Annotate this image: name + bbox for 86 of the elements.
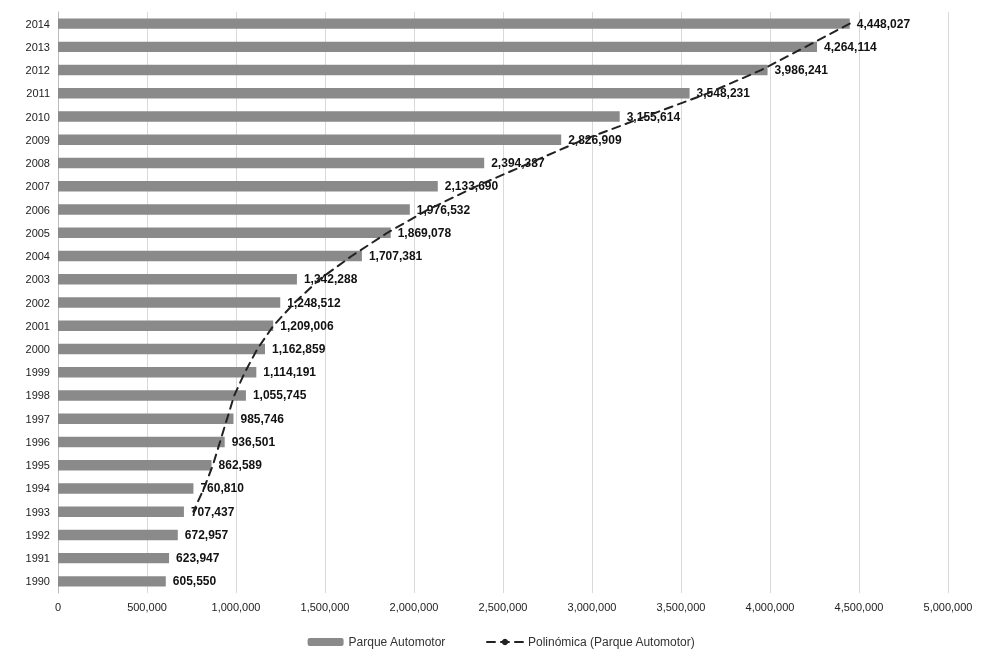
- bar: [58, 506, 184, 517]
- bar: [58, 64, 768, 76]
- y-tick-label: 2001: [25, 319, 50, 332]
- y-tick-label: 1992: [25, 528, 50, 541]
- y-tick-label: 2010: [25, 110, 50, 123]
- y-tick-label: 2005: [25, 226, 50, 239]
- bar: [58, 204, 410, 215]
- data-label: 4,448,027: [856, 16, 911, 31]
- bar: [58, 250, 362, 262]
- data-label: 2,133,690: [444, 179, 499, 194]
- bar: [58, 436, 225, 448]
- data-label: 985,746: [240, 411, 285, 426]
- y-tick-label: 2008: [25, 157, 50, 170]
- data-label: 1,055,745: [252, 388, 307, 403]
- data-label: 1,976,532: [416, 202, 471, 217]
- bar: [58, 459, 212, 471]
- data-label: 1,707,381: [368, 249, 423, 264]
- data-label: 1,342,288: [303, 272, 358, 287]
- y-tick-label: 1993: [25, 505, 50, 518]
- bar: [58, 181, 438, 192]
- y-tick-label: 1998: [25, 389, 50, 402]
- bar: [58, 134, 562, 146]
- bar: [58, 297, 281, 308]
- y-tick-label: 2004: [25, 250, 50, 263]
- data-label: 672,957: [184, 527, 229, 542]
- bar: [58, 529, 178, 541]
- bar: [58, 483, 194, 494]
- data-label: 1,869,078: [397, 225, 452, 240]
- bar: [58, 343, 265, 355]
- bar: [58, 552, 170, 564]
- x-tick-label: 2,000,000: [389, 600, 439, 613]
- legend-label: Polinómica (Parque Automotor): [527, 635, 695, 649]
- x-tick-label: 4,500,000: [834, 600, 884, 613]
- y-tick-label: 1991: [25, 552, 50, 565]
- data-label: 1,209,006: [280, 318, 334, 333]
- y-tick-label: 1995: [25, 459, 50, 472]
- y-tick-label: 2002: [25, 296, 50, 309]
- data-label: 936,501: [231, 434, 276, 449]
- data-label: 1,114,191: [263, 365, 317, 380]
- bar: [58, 18, 850, 29]
- x-tick-label: 5,000,000: [923, 600, 973, 613]
- bar: [58, 576, 166, 587]
- data-label: 760,810: [200, 481, 245, 496]
- x-tick-label: 3,500,000: [656, 600, 706, 613]
- bar: [58, 320, 274, 331]
- data-label: 4,264,114: [824, 39, 878, 54]
- y-tick-label: 1990: [25, 575, 50, 588]
- x-tick-label: 3,000,000: [567, 600, 617, 613]
- y-tick-label: 1996: [25, 435, 50, 448]
- y-tick-label: 2003: [25, 273, 50, 286]
- data-label: 605,550: [172, 574, 217, 589]
- data-label: 707,437: [190, 504, 235, 519]
- x-tick-label: 2,500,000: [478, 600, 528, 613]
- y-tick-label: 2014: [25, 17, 50, 30]
- data-label: 623,947: [176, 551, 220, 566]
- x-tick-label: 500,000: [127, 600, 167, 613]
- bar: [58, 390, 246, 401]
- y-tick-label: 2006: [25, 203, 50, 216]
- y-tick-label: 1999: [25, 366, 50, 379]
- data-label: 862,589: [218, 458, 263, 473]
- y-tick-label: 1994: [25, 482, 50, 495]
- bar: [58, 274, 297, 285]
- bar: [58, 41, 818, 53]
- y-tick-label: 1997: [25, 412, 50, 425]
- bar: [58, 88, 690, 99]
- data-label: 3,986,241: [774, 63, 829, 78]
- legend-label: Parque Automotor: [348, 635, 446, 649]
- y-tick-label: 2013: [25, 40, 50, 53]
- x-tick-label: 1,500,000: [300, 600, 350, 613]
- bar: [58, 157, 485, 169]
- data-label: 1,162,859: [271, 341, 326, 356]
- x-tick-label: 1,000,000: [211, 600, 261, 613]
- bar: [58, 227, 391, 239]
- bar: [58, 413, 234, 424]
- x-tick-label: 0: [54, 600, 62, 613]
- y-tick-label: 2000: [25, 342, 50, 355]
- data-label: 3,548,231: [696, 86, 751, 101]
- x-tick-label: 4,000,000: [745, 600, 795, 613]
- y-tick-label: 2012: [25, 64, 50, 77]
- y-tick-label: 2011: [26, 87, 50, 100]
- data-label: 2,826,909: [568, 132, 622, 147]
- y-tick-label: 2009: [25, 133, 50, 146]
- data-label: 1,248,512: [287, 295, 341, 310]
- bar: [58, 366, 257, 378]
- y-tick-label: 2007: [25, 180, 50, 193]
- bar: [58, 111, 620, 122]
